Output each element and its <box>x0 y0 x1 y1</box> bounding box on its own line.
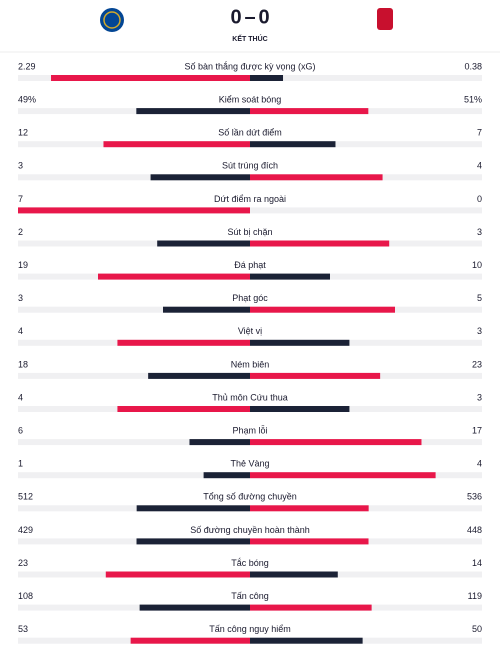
home-logo-ring <box>103 11 121 29</box>
stat-label: Kiểm soát bóng <box>219 94 282 104</box>
away-logo <box>377 8 393 30</box>
home-bar <box>103 141 250 148</box>
home-value: 4 <box>18 392 23 402</box>
home-value: 1 <box>18 459 23 469</box>
away-value: 536 <box>467 492 482 502</box>
away-bar <box>250 240 390 247</box>
home-value: 2.29 <box>18 61 36 71</box>
home-bar <box>150 174 250 181</box>
home-bar <box>163 306 250 313</box>
away-value: 17 <box>472 425 482 435</box>
away-value: 7 <box>477 128 482 138</box>
away-value: 448 <box>467 525 482 535</box>
stat-label: Số bàn thắng được kỳ vọng (xG) <box>185 61 316 71</box>
away-bar <box>250 472 436 479</box>
away-bar <box>250 174 383 181</box>
away-score: 0 <box>258 6 269 28</box>
home-bar <box>98 273 250 280</box>
match-status: KẾT THÚC <box>232 33 267 43</box>
away-bar <box>250 75 284 81</box>
home-bar <box>157 240 250 247</box>
home-bar <box>105 571 250 578</box>
home-bar <box>136 538 250 545</box>
away-value: 5 <box>477 293 482 303</box>
away-value: 23 <box>472 359 482 369</box>
stat-label: Thẻ Vàng <box>230 459 269 469</box>
stat-label: Số đường chuyền hoàn thành <box>190 525 310 535</box>
away-bar <box>250 273 330 280</box>
home-value: 108 <box>18 591 33 601</box>
home-bar <box>18 207 250 214</box>
stat-label: Việt vị <box>238 326 262 336</box>
score-dash: – <box>244 6 255 28</box>
home-bar <box>51 75 251 81</box>
home-bar <box>117 406 250 412</box>
stat-label: Tổng số đường chuyền <box>203 492 297 502</box>
home-bar <box>189 439 250 446</box>
home-value: 512 <box>18 492 33 502</box>
stat-label: Sút trúng đích <box>222 161 278 171</box>
away-value: 14 <box>472 558 482 568</box>
away-bar <box>250 538 369 545</box>
home-value: 429 <box>18 525 33 535</box>
away-bar <box>250 372 381 379</box>
home-value: 23 <box>18 558 28 568</box>
home-value: 2 <box>18 227 23 237</box>
stat-label: Tấn công nguy hiểm <box>209 624 291 634</box>
away-value: 3 <box>477 392 482 402</box>
away-value: 0 <box>477 194 482 204</box>
stat-label: Đá phạt <box>234 260 266 270</box>
stat-label: Số lần dứt điểm <box>218 128 282 138</box>
home-value: 3 <box>18 293 23 303</box>
away-value: 119 <box>468 591 482 601</box>
away-bar <box>250 339 350 346</box>
away-value: 4 <box>477 459 482 469</box>
away-bar <box>250 141 336 148</box>
away-value: 51% <box>464 94 482 104</box>
home-value: 3 <box>18 161 23 171</box>
home-score: 0 <box>230 6 241 28</box>
away-value: 10 <box>472 260 482 270</box>
away-value: 50 <box>472 624 482 634</box>
home-bar <box>136 505 250 512</box>
away-bar <box>250 571 338 578</box>
away-value: 0.38 <box>464 61 482 71</box>
home-value: 7 <box>18 194 23 204</box>
stat-label: Phạm lỗi <box>232 425 267 435</box>
stat-label: Tắc bóng <box>231 558 269 568</box>
away-bar <box>250 637 363 644</box>
stat-label: Thủ môn Cứu thua <box>212 392 288 402</box>
stat-label: Ném biên <box>231 359 270 369</box>
home-value: 4 <box>18 326 23 336</box>
home-bar <box>130 637 250 644</box>
home-value: 18 <box>18 359 28 369</box>
away-bar <box>250 406 350 412</box>
away-bar <box>250 439 422 446</box>
away-bar <box>250 505 369 512</box>
away-value: 3 <box>477 227 482 237</box>
away-bar <box>250 108 369 115</box>
stat-label: Dứt điểm ra ngoài <box>214 194 286 204</box>
stat-label: Sút bị chặn <box>227 227 272 237</box>
home-value: 12 <box>18 128 28 138</box>
away-bar <box>250 306 395 313</box>
home-bar <box>136 108 250 115</box>
home-bar <box>203 472 250 479</box>
home-value: 19 <box>18 260 28 270</box>
home-value: 53 <box>18 624 28 634</box>
away-value: 4 <box>477 161 482 171</box>
stat-label: Phạt góc <box>232 293 268 303</box>
stat-label: Tấn công <box>231 591 269 601</box>
home-bar <box>139 604 250 611</box>
home-value: 49% <box>18 94 36 104</box>
away-value: 3 <box>477 326 482 336</box>
home-bar <box>148 372 250 379</box>
away-bar <box>250 604 372 611</box>
home-value: 6 <box>18 425 23 435</box>
home-bar <box>117 339 250 346</box>
